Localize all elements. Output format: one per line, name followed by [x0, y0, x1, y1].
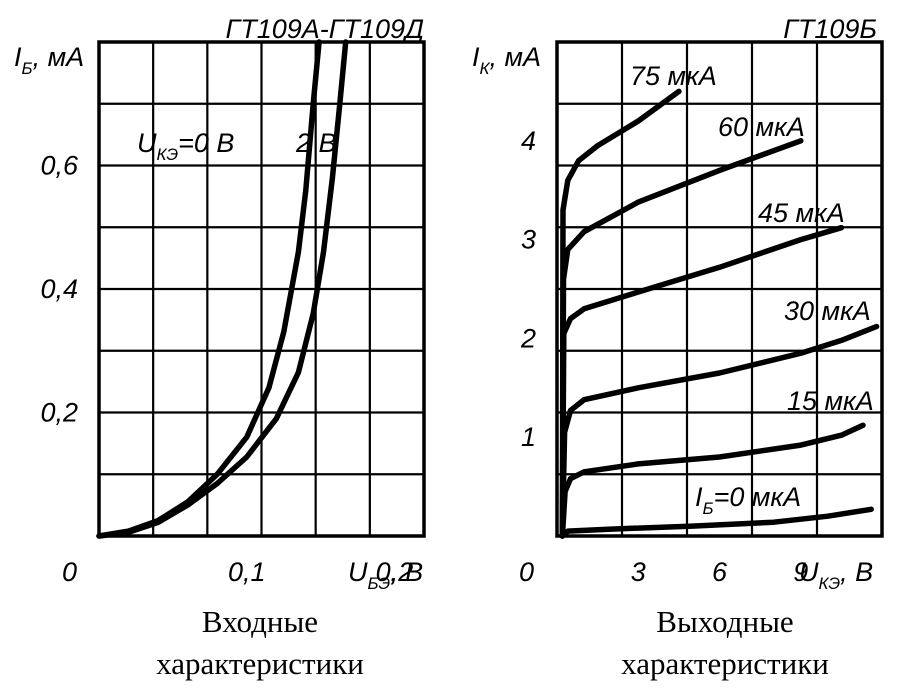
output-chart-grid — [557, 42, 882, 536]
input-chart-frame — [97, 40, 426, 538]
input-chart-xlabel: UБЭ, В — [348, 557, 423, 593]
y-tick-label: 4 — [521, 126, 536, 156]
output-chart-title: ГТ109Б — [783, 14, 877, 44]
x-tick-label: 6 — [712, 557, 728, 587]
x-tick-label: 3 — [631, 557, 646, 587]
output-annotation-45: 45 мкА — [758, 198, 845, 228]
y-tick-label: 3 — [521, 225, 536, 255]
series-curve-0 — [559, 506, 874, 539]
series-curve-5 — [559, 88, 682, 539]
output-caption-line2: характеристики — [621, 646, 829, 681]
input-chart-grid — [99, 42, 424, 536]
series-curve-1 — [559, 422, 866, 539]
output-chart-xlabel: UКЭ, В — [799, 557, 873, 593]
x-tick-label: 0,1 — [228, 557, 266, 587]
series-curve-2 — [559, 323, 880, 539]
output-annotation-60: 60 мкА — [718, 112, 805, 142]
x-tick-label: 0 — [519, 557, 534, 587]
output-annotation-30: 30 мкА — [784, 296, 871, 326]
output-chart-frame — [555, 40, 884, 538]
series-curve-1 — [96, 39, 349, 539]
output-chart-ylabel: IК, мА — [472, 42, 541, 78]
input-chart-ticks: 0 0,1 0,2 0,2 0,4 0,6 — [40, 151, 413, 588]
input-annotation-0v: UКЭ=0 В — [137, 128, 234, 164]
y-tick-label: 0,2 — [40, 398, 78, 428]
output-annotation-15: 15 мкА — [787, 386, 874, 416]
x-tick-label: 0 — [62, 557, 77, 587]
output-chart-curves — [559, 88, 880, 539]
input-chart-ylabel: IБ, мА — [14, 42, 84, 78]
y-tick-label: 2 — [520, 323, 536, 353]
input-chart-curves — [96, 39, 349, 539]
input-caption-line1: Входные — [202, 604, 318, 639]
output-annotation-75: 75 мкА — [630, 61, 717, 91]
y-tick-label: 0,6 — [40, 151, 79, 181]
input-caption-line2: характеристики — [156, 646, 364, 681]
input-annotation-2v: 2 В — [295, 128, 337, 158]
input-chart: 0 0,1 0,2 0,2 0,4 0,6 ГТ109А-ГТ109Д IБ, мА UБ… — [14, 14, 426, 681]
input-chart-title: ГТ109А-ГТ109Д — [226, 14, 424, 44]
output-caption-line1: Выходные — [656, 604, 793, 639]
x-tick-label: 9 — [793, 557, 808, 587]
y-tick-label: 0,4 — [40, 274, 78, 304]
y-tick-label: 1 — [521, 422, 536, 452]
output-annotation-0: IБ=0 мкА — [695, 482, 801, 518]
x-tick-label: 0,2 — [376, 557, 414, 587]
